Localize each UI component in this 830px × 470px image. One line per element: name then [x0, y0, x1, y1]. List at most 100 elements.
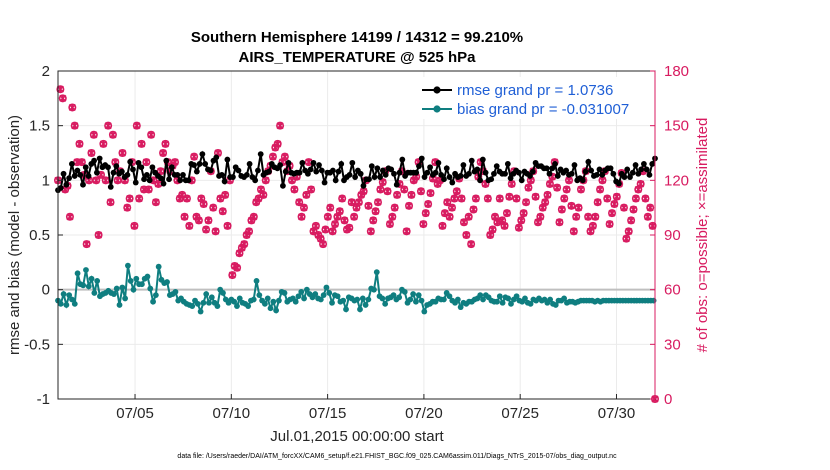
- right-tick-label: 150: [664, 118, 689, 135]
- bias-point: [253, 278, 260, 284]
- obs-assimilated-marker: [200, 200, 208, 208]
- obs-assimilated-marker: [336, 207, 344, 215]
- rmse-point: [382, 171, 389, 178]
- bias-point: [276, 297, 282, 304]
- obs-assimilated-marker: [450, 194, 458, 203]
- obs-assimilated-marker: [603, 194, 611, 203]
- obs-assimilated-marker: [307, 185, 315, 194]
- obs-assimilated-marker: [448, 204, 456, 212]
- bias-point: [527, 300, 534, 307]
- rmse-point: [543, 165, 550, 172]
- obs-assimilated-marker: [300, 204, 308, 212]
- rmse-point: [68, 161, 75, 167]
- obs-assimilated-marker: [503, 209, 511, 217]
- obs-assimilated-marker: [360, 187, 368, 195]
- right-tick-label: 0: [664, 391, 672, 408]
- right-tick-label: 30: [664, 336, 681, 353]
- obs-assimilated-marker: [123, 204, 131, 212]
- x-tick-label: 07/05: [116, 405, 154, 422]
- rmse-point: [460, 162, 467, 168]
- obs-assimilated-marker: [632, 194, 640, 203]
- rmse-point: [307, 166, 314, 173]
- obs-assimilated-marker: [613, 193, 621, 201]
- bias-point: [340, 297, 347, 304]
- obs-assimilated-marker: [405, 202, 413, 210]
- rmse-point: [277, 162, 284, 168]
- obs-assimilated-marker: [524, 184, 533, 192]
- obs-assimilated-marker: [460, 218, 468, 226]
- bias-point: [256, 292, 263, 299]
- bias-point: [85, 283, 92, 290]
- obs-assimilated-marker: [345, 224, 353, 232]
- rmse-point: [377, 174, 384, 180]
- bias-point: [172, 288, 179, 295]
- obs-assimilated-marker: [133, 122, 141, 130]
- left-tick-label: 0.5: [29, 227, 50, 244]
- bias-point: [292, 298, 299, 305]
- rmse-point: [466, 170, 472, 177]
- right-tick-label: 180: [664, 63, 689, 80]
- rmse-point: [624, 166, 631, 173]
- rmse-point: [568, 170, 575, 177]
- bias-point: [164, 279, 170, 285]
- rmse-point: [57, 185, 64, 191]
- obs-assimilated-marker: [90, 131, 98, 139]
- obs-assimilated-marker: [104, 122, 112, 130]
- rmse-point: [318, 167, 325, 174]
- obs-assimilated-marker: [383, 187, 392, 195]
- obs-assimilated-marker: [424, 200, 432, 208]
- obs-assimilated-marker: [462, 231, 470, 239]
- rmse-point: [435, 159, 442, 166]
- obs-assimilated-marker: [508, 180, 516, 188]
- obs-assimilated-marker: [180, 213, 189, 221]
- bias-point: [116, 302, 123, 308]
- obs-assimilated-marker: [594, 198, 602, 206]
- obs-assimilated-marker: [620, 204, 628, 212]
- obs-assimilated-marker: [75, 140, 84, 148]
- rmse-point: [127, 158, 134, 165]
- rmse-point: [329, 167, 336, 174]
- obs-assimilated-marker: [598, 176, 607, 184]
- obs-assimilated-marker: [512, 194, 521, 203]
- obs-assimilated-marker: [364, 202, 373, 210]
- rmse-point: [482, 169, 489, 176]
- rmse-point: [479, 156, 486, 163]
- obs-assimilated-marker: [245, 227, 253, 235]
- rmse-point: [468, 157, 475, 164]
- bias-point: [295, 293, 302, 300]
- obs-assimilated-marker: [324, 213, 332, 221]
- rmse-point: [107, 183, 114, 190]
- obs-assimilated-marker: [469, 205, 478, 214]
- rmse-point: [438, 171, 445, 178]
- obs-assimilated-marker: [138, 140, 146, 148]
- obs-assimilated-marker: [326, 204, 334, 212]
- obs-assimilated-marker: [400, 185, 408, 194]
- rmse-point: [199, 151, 206, 157]
- rmse-point: [446, 174, 453, 180]
- bias-point: [317, 296, 324, 303]
- obs-assimilated-marker: [522, 198, 530, 206]
- rmse-point: [255, 167, 261, 174]
- bias-point: [273, 307, 280, 314]
- rmse-point: [213, 154, 220, 161]
- obs-assimilated-marker: [274, 140, 282, 148]
- legend-bias-marker: [433, 105, 441, 113]
- obs-assimilated-marker: [135, 194, 143, 203]
- obs-assimilated-marker: [403, 227, 411, 235]
- obs-assimilated-marker: [348, 198, 356, 206]
- rmse-point: [168, 164, 175, 171]
- obs-assimilated-marker: [558, 205, 566, 214]
- obs-assimilated-marker: [610, 200, 618, 208]
- obs-assimilated-marker: [453, 187, 461, 195]
- rmse-point: [174, 171, 181, 178]
- bias-point: [206, 299, 212, 306]
- rmse-point: [93, 169, 100, 176]
- rmse-point: [352, 174, 359, 180]
- obs-assimilated-marker: [438, 222, 447, 230]
- obs-assimilated-marker: [467, 240, 475, 248]
- obs-assimilated-marker: [114, 176, 122, 184]
- rmse-point: [427, 164, 433, 171]
- rmse-point: [646, 171, 653, 178]
- bias-point: [214, 303, 221, 309]
- obs-assimilated-marker: [443, 198, 451, 206]
